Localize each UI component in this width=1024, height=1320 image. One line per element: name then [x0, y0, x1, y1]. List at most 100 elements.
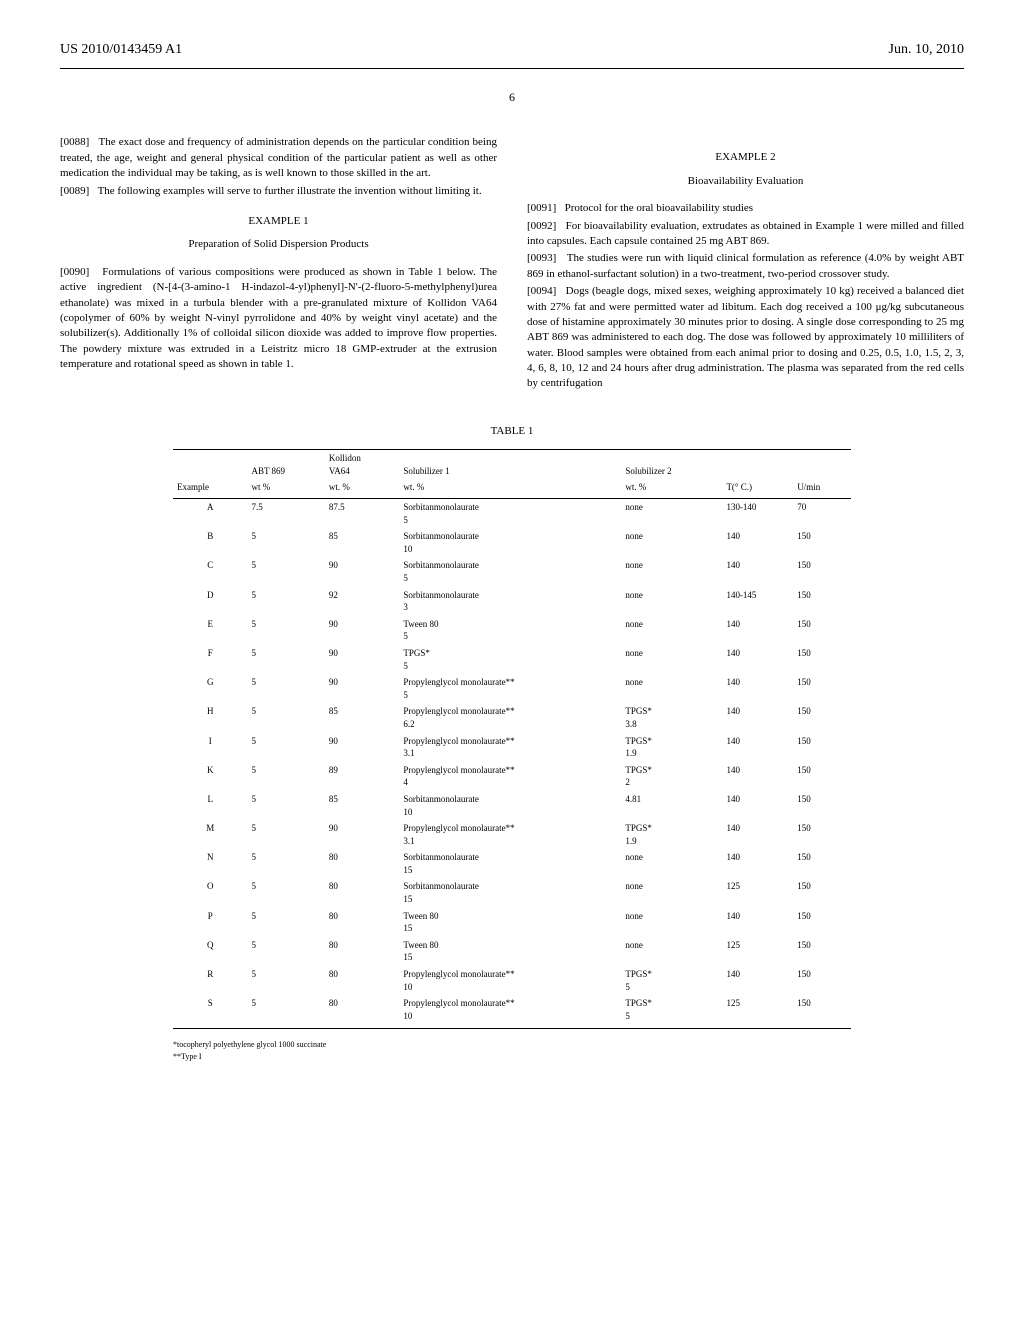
paragraph-0089: [0089] The following examples will serve…: [60, 184, 497, 199]
cell-example: R: [173, 966, 247, 995]
cell-abt: 5: [247, 995, 324, 1029]
para-num: [0089]: [60, 185, 89, 197]
table-row: O580Sorbitanmonolaurate15none125150: [173, 878, 851, 907]
example1-subheading: Preparation of Solid Dispersion Products: [60, 237, 497, 252]
cell-va64: 90: [325, 733, 400, 762]
cell-sol1: Tween 8015: [399, 937, 621, 966]
cell-temp: 140: [722, 733, 793, 762]
cell-example: I: [173, 733, 247, 762]
table-wrapper: TABLE 1 ABT 869 KollidonVA64 Solubilizer…: [173, 424, 851, 1062]
para-text: Protocol for the oral bioavailability st…: [565, 202, 754, 214]
table-row: R580Propylenglycol monolaurate**10TPGS*5…: [173, 966, 851, 995]
cell-speed: 150: [793, 587, 851, 616]
para-num: [0088]: [60, 136, 89, 148]
cell-sol2: 4.81: [621, 791, 722, 820]
cell-sol2: TPGS*5: [621, 966, 722, 995]
cell-sol1: Sorbitanmonolaurate10: [399, 528, 621, 557]
cell-temp: 140: [722, 908, 793, 937]
cell-example: M: [173, 820, 247, 849]
para-text: The exact dose and frequency of administ…: [60, 136, 497, 179]
table-row: S580Propylenglycol monolaurate**10TPGS*5…: [173, 995, 851, 1029]
publication-number: US 2010/0143459 A1: [60, 40, 182, 60]
cell-va64: 90: [325, 674, 400, 703]
table-row: D592Sorbitanmonolaurate3none140-145150: [173, 587, 851, 616]
cell-example: H: [173, 703, 247, 732]
para-num: [0090]: [60, 266, 89, 278]
cell-example: K: [173, 762, 247, 791]
cell-va64: 80: [325, 995, 400, 1029]
cell-abt: 5: [247, 733, 324, 762]
cell-va64: 80: [325, 849, 400, 878]
para-num: [0091]: [527, 202, 556, 214]
cell-sol1: Sorbitanmonolaurate15: [399, 849, 621, 878]
formulations-table: ABT 869 KollidonVA64 Solubilizer 1 Solub…: [173, 449, 851, 1029]
cell-sol1: Propylenglycol monolaurate**4: [399, 762, 621, 791]
cell-temp: 140: [722, 820, 793, 849]
cell-sol1: Sorbitanmonolaurate3: [399, 587, 621, 616]
cell-speed: 150: [793, 762, 851, 791]
right-column: EXAMPLE 2 Bioavailability Evaluation [00…: [527, 135, 964, 393]
cell-temp: 140: [722, 849, 793, 878]
cell-temp: 140-145: [722, 587, 793, 616]
table-row: G590Propylenglycol monolaurate**5none140…: [173, 674, 851, 703]
cell-va64: 85: [325, 703, 400, 732]
paragraph-0088: [0088] The exact dose and frequency of a…: [60, 135, 497, 181]
table-row: L585Sorbitanmonolaurate104.81140150: [173, 791, 851, 820]
cell-example: A: [173, 499, 247, 529]
cell-example: G: [173, 674, 247, 703]
para-num: [0092]: [527, 220, 556, 232]
cell-example: Q: [173, 937, 247, 966]
table-row: K589Propylenglycol monolaurate**4TPGS*21…: [173, 762, 851, 791]
cell-sol2: TPGS*2: [621, 762, 722, 791]
th-example: [173, 450, 247, 480]
cell-speed: 150: [793, 878, 851, 907]
cell-speed: 150: [793, 703, 851, 732]
th-sol2: Solubilizer 2: [621, 450, 722, 480]
table-body: A7.587.5Sorbitanmonolaurate5none130-1407…: [173, 499, 851, 1029]
page-header: US 2010/0143459 A1 Jun. 10, 2010: [60, 40, 964, 60]
cell-speed: 150: [793, 733, 851, 762]
cell-va64: 90: [325, 645, 400, 674]
paragraph-0092: [0092] For bioavailability evaluation, e…: [527, 219, 964, 250]
cell-sol2: TPGS*3.8: [621, 703, 722, 732]
cell-sol2: none: [621, 937, 722, 966]
cell-abt: 5: [247, 557, 324, 586]
header-divider: [60, 68, 964, 69]
cell-example: S: [173, 995, 247, 1029]
cell-temp: 140: [722, 645, 793, 674]
table-row: Q580Tween 8015none125150: [173, 937, 851, 966]
cell-sol1: Sorbitanmonolaurate5: [399, 557, 621, 586]
paragraph-0091: [0091] Protocol for the oral bioavailabi…: [527, 201, 964, 216]
cell-va64: 80: [325, 966, 400, 995]
cell-temp: 125: [722, 995, 793, 1029]
cell-abt: 5: [247, 703, 324, 732]
table-row: A7.587.5Sorbitanmonolaurate5none130-1407…: [173, 499, 851, 529]
cell-sol2: none: [621, 908, 722, 937]
cell-speed: 150: [793, 908, 851, 937]
cell-sol2: none: [621, 587, 722, 616]
cell-speed: 70: [793, 499, 851, 529]
paragraph-0094: [0094] Dogs (beagle dogs, mixed sexes, w…: [527, 284, 964, 392]
cell-sol1: Tween 805: [399, 616, 621, 645]
cell-temp: 140: [722, 674, 793, 703]
cell-sol2: none: [621, 674, 722, 703]
th-speed-label: U/min: [793, 479, 851, 498]
cell-va64: 90: [325, 616, 400, 645]
table-label: TABLE 1: [173, 424, 851, 439]
cell-abt: 5: [247, 878, 324, 907]
table-row: C590Sorbitanmonolaurate5none140150: [173, 557, 851, 586]
th-speed: [793, 450, 851, 480]
th-va64-unit: wt. %: [325, 479, 400, 498]
cell-speed: 150: [793, 616, 851, 645]
th-abt-unit: wt %: [247, 479, 324, 498]
table-row: E590Tween 805none140150: [173, 616, 851, 645]
cell-temp: 140: [722, 703, 793, 732]
table-row: H585Propylenglycol monolaurate**6.2TPGS*…: [173, 703, 851, 732]
cell-sol1: Propylenglycol monolaurate**10: [399, 966, 621, 995]
cell-temp: 125: [722, 878, 793, 907]
table-row: I590Propylenglycol monolaurate**3.1TPGS*…: [173, 733, 851, 762]
cell-abt: 5: [247, 791, 324, 820]
cell-abt: 5: [247, 937, 324, 966]
footnotes: *tocopheryl polyethylene glycol 1000 suc…: [173, 1039, 851, 1061]
cell-example: C: [173, 557, 247, 586]
